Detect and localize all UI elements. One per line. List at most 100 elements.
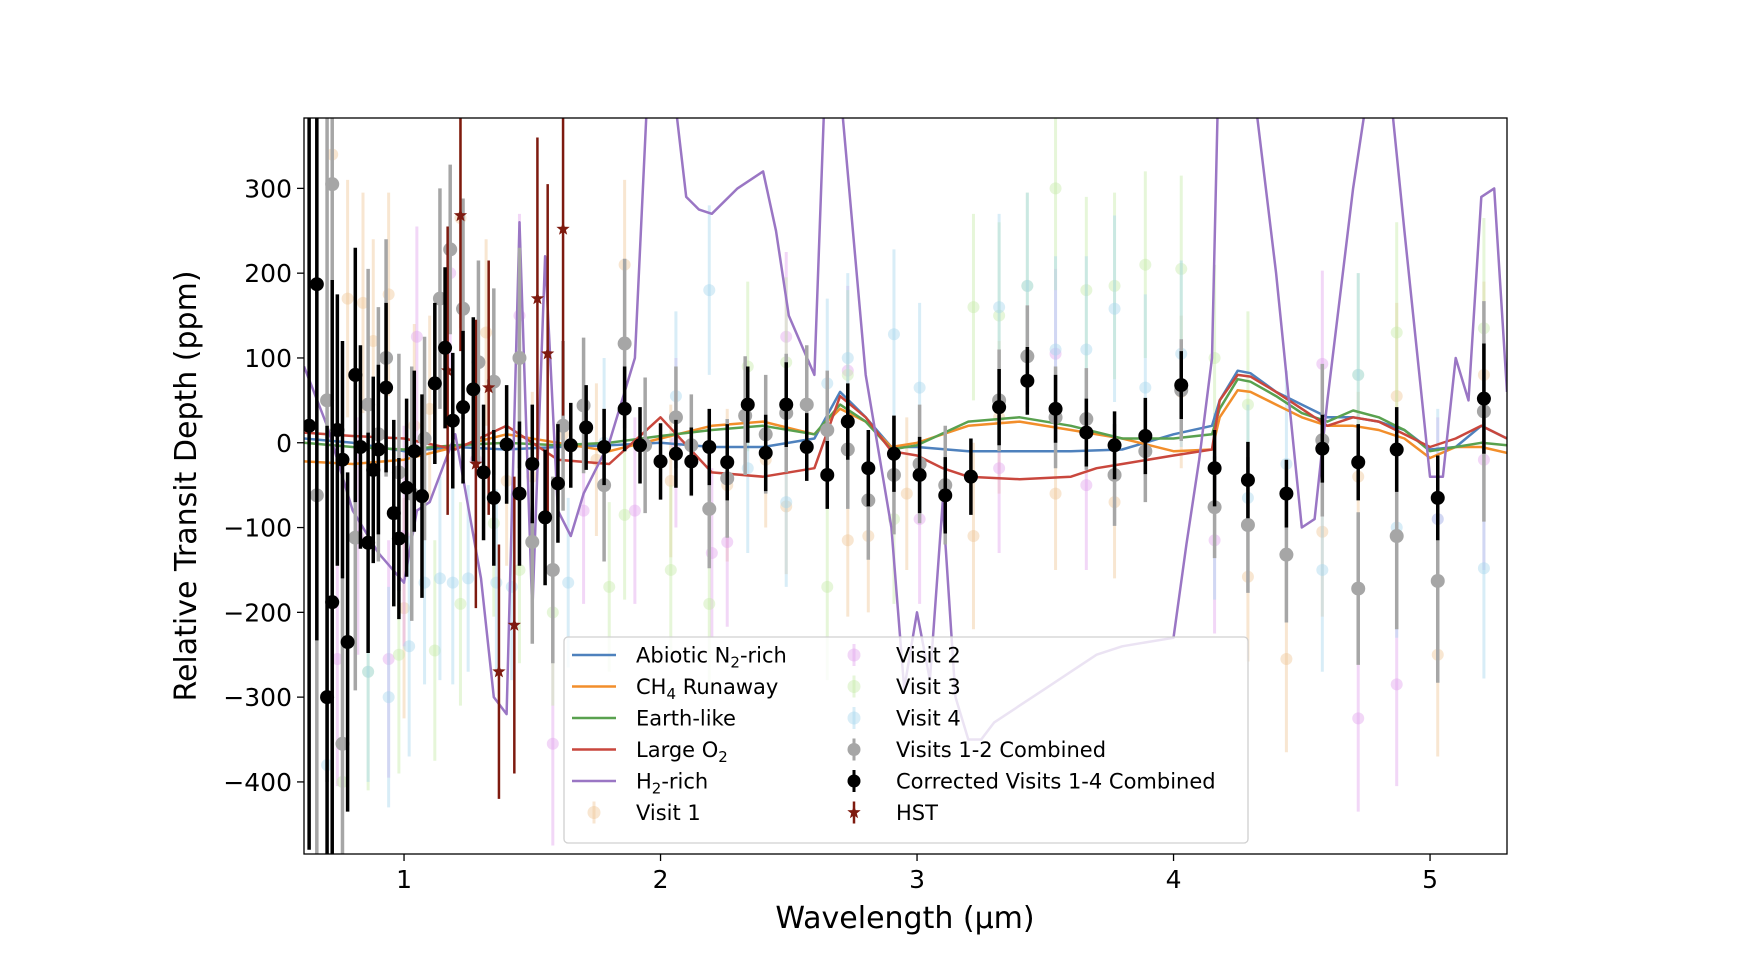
visit-4-point xyxy=(1316,563,1329,576)
hst-point xyxy=(441,363,455,377)
y-tick-label: 100 xyxy=(244,344,292,373)
legend-item: H2-rich xyxy=(572,770,708,798)
corrected-visits-1-4-point xyxy=(938,488,953,503)
visits-1-2-combined-point xyxy=(1351,581,1366,596)
visit-1-point xyxy=(367,335,380,348)
visit-1-point xyxy=(1316,525,1329,538)
visit-3-point xyxy=(362,665,375,678)
corrected-visits-1-4-point xyxy=(1430,490,1445,505)
corrected-visits-1-4-point xyxy=(668,446,683,461)
visit-4-point xyxy=(433,572,446,585)
corrected-visits-1-4-point xyxy=(379,380,394,395)
corrected-visits-1-4-point xyxy=(399,480,414,495)
visit-2-point xyxy=(1049,347,1062,360)
visit-3-point xyxy=(454,597,467,610)
visit-1-point xyxy=(900,487,913,500)
hst-point xyxy=(556,222,570,235)
visits-1-2-combined-point xyxy=(525,534,540,549)
legend-marker-icon xyxy=(847,743,861,756)
visits-1-2-combined-point xyxy=(545,562,560,577)
visits-1-2-combined-point xyxy=(820,423,835,438)
legend-label: Visits 1-2 Combined xyxy=(896,738,1106,762)
legend-item: HST xyxy=(847,801,938,825)
corrected-visits-1-4-point xyxy=(840,414,855,429)
corrected-visits-1-4-point xyxy=(653,454,668,469)
hst-point xyxy=(482,380,496,394)
corrected-visits-1-4-point xyxy=(407,444,422,459)
visit-4-point xyxy=(1139,381,1152,394)
visits-1-2-combined-point xyxy=(668,410,683,425)
visit-4-point xyxy=(1021,279,1034,292)
visit-1-point xyxy=(356,296,369,309)
corrected-visits-1-4-point xyxy=(963,469,978,484)
legend-label: HST xyxy=(896,801,938,825)
visit-3-point xyxy=(1139,258,1152,271)
corrected-visits-1-4-point xyxy=(1279,486,1294,501)
visit-2-point xyxy=(1080,479,1093,492)
corrected-visits-1-4-point xyxy=(391,531,406,546)
visit-1-point xyxy=(1049,487,1062,500)
visit-3-point xyxy=(703,597,716,610)
legend-item: Visit 3 xyxy=(847,675,961,699)
corrected-visits-1-4-point xyxy=(799,439,814,454)
visit-1-point xyxy=(780,500,793,513)
corrected-visits-1-4-point xyxy=(1138,428,1153,443)
visit-4-point xyxy=(841,351,854,364)
corrected-visits-1-4-point xyxy=(702,439,717,454)
visit-4-point xyxy=(703,284,716,297)
visit-1-point xyxy=(967,530,980,543)
visits-1-2-combined-point xyxy=(325,177,340,192)
x-axis: 1 2 3 4 5 xyxy=(396,854,1438,894)
visit-2-point xyxy=(721,535,734,548)
corrected-visits-1-4-point xyxy=(512,486,527,501)
visit-2-point xyxy=(410,330,423,343)
hst-point xyxy=(507,618,521,631)
legend-item: Visit 1 xyxy=(587,801,701,825)
legend-label: Abiotic N2-rich xyxy=(636,644,787,672)
corrected-visits-1-4-point xyxy=(1174,378,1189,393)
x-axis-label: Wavelength (μm) xyxy=(775,901,1034,936)
hst-point xyxy=(469,457,483,470)
y-tick-label: 0 xyxy=(276,429,292,458)
visit-3-point xyxy=(1175,262,1188,275)
corrected-visits-1-4-point xyxy=(912,467,927,482)
corrected-visits-1-4-point xyxy=(1389,442,1404,457)
corrected-visits-1-4-point xyxy=(617,401,632,416)
legend-label: H2-rich xyxy=(636,770,708,798)
x-tick-label: 1 xyxy=(396,865,412,894)
visit-1-point xyxy=(423,402,436,415)
corrected-visits-1-4-point xyxy=(499,437,514,452)
corrected-visits-1-4-point xyxy=(597,439,612,454)
visit-3-point xyxy=(513,563,526,576)
legend-item: Earth-like xyxy=(572,707,736,731)
legend-label: Visit 4 xyxy=(896,707,961,731)
legend-star-icon xyxy=(847,805,861,819)
visit-3-point xyxy=(1352,368,1365,381)
x-tick-label: 2 xyxy=(653,865,669,894)
visit-2-point xyxy=(1352,712,1365,725)
corrected-visits-1-4-point xyxy=(1079,425,1094,440)
visit-1-point xyxy=(480,326,493,339)
legend-item: Corrected Visits 1-4 Combined xyxy=(847,770,1216,794)
visit-1-point xyxy=(664,474,677,487)
visit-3-point xyxy=(1108,279,1121,292)
corrected-visits-1-4-point xyxy=(1207,461,1222,476)
visit-4-point xyxy=(1108,302,1121,315)
corrected-visits-1-4-point xyxy=(456,400,471,415)
visits-1-2-combined-point xyxy=(1240,518,1255,533)
hst-point xyxy=(492,664,506,678)
y-tick-label: 200 xyxy=(244,259,292,288)
visit-4-point xyxy=(780,496,793,509)
legend-marker-icon xyxy=(587,806,601,819)
legend-label: Earth-like xyxy=(636,707,736,731)
visits-1-2-combined-point xyxy=(617,336,632,351)
axes-frame xyxy=(303,117,1508,855)
visit-3-point xyxy=(821,580,834,593)
visit-4-point xyxy=(505,580,518,593)
visit-4-point xyxy=(403,640,416,653)
corrected-visits-1-4-point xyxy=(304,418,317,433)
visit-3-point xyxy=(1021,279,1034,292)
hst-point xyxy=(530,291,545,305)
legend-item: Visit 4 xyxy=(847,707,961,731)
visits-1-2-combined-point xyxy=(576,398,591,413)
